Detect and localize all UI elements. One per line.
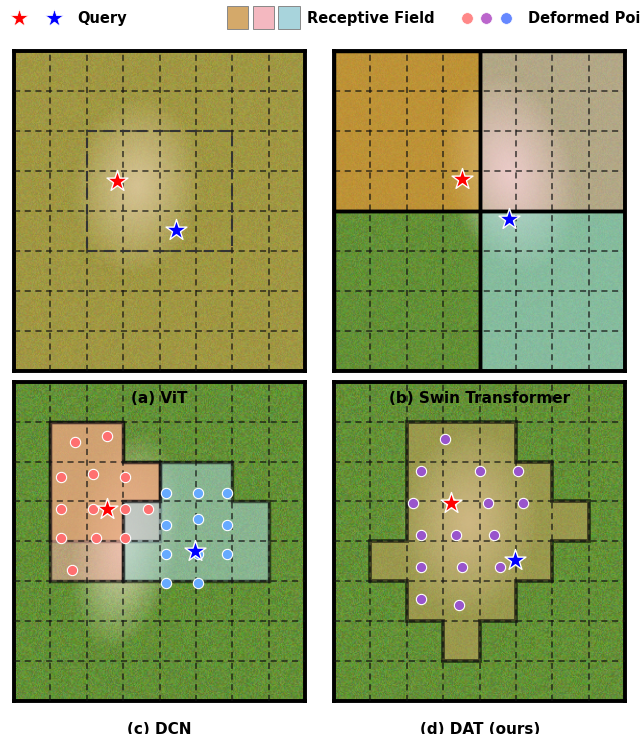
Point (102, 430, 113, 442)
Point (445, 497, 456, 509)
Point (189, 545, 200, 557)
Point (161, 520, 171, 531)
Point (417, 529, 427, 541)
Point (509, 555, 520, 567)
Text: (c) DCN: (c) DCN (127, 722, 192, 734)
Point (500, 12, 511, 24)
Polygon shape (51, 421, 160, 542)
Bar (87, 131, 232, 251)
Point (56, 532, 66, 544)
Bar (480, 211, 625, 371)
Point (451, 529, 461, 541)
Point (67, 564, 77, 576)
Point (102, 504, 113, 515)
Point (489, 529, 499, 541)
Bar (480, 51, 625, 211)
Point (88, 468, 98, 480)
Point (90, 532, 100, 544)
Point (70, 437, 81, 448)
Polygon shape (51, 421, 160, 581)
Point (161, 548, 171, 560)
Point (481, 12, 492, 24)
Point (513, 465, 523, 477)
Point (457, 561, 467, 573)
Point (193, 487, 203, 499)
Point (462, 12, 472, 24)
Point (14, 12, 24, 24)
Point (221, 487, 232, 499)
Polygon shape (124, 462, 269, 581)
Point (417, 561, 427, 573)
Point (495, 561, 505, 573)
Text: (b) Swin Transformer: (b) Swin Transformer (389, 391, 570, 406)
Point (88, 504, 98, 515)
Text: (a) ViT: (a) ViT (131, 391, 188, 406)
Point (457, 173, 467, 185)
Point (161, 577, 171, 589)
Point (56, 472, 66, 484)
Point (417, 465, 427, 477)
Text: (d) DAT (ours): (d) DAT (ours) (420, 722, 540, 734)
Point (454, 599, 465, 611)
Point (120, 504, 130, 515)
Point (417, 593, 427, 605)
Bar (334, 51, 480, 211)
Point (120, 472, 130, 484)
Bar (253, 7, 274, 29)
Point (445, 497, 456, 509)
Point (193, 513, 203, 525)
Bar (278, 7, 300, 29)
Point (475, 465, 485, 477)
Text: Receptive Field: Receptive Field (307, 11, 435, 26)
Text: Query: Query (77, 11, 127, 26)
Point (518, 497, 529, 509)
Point (440, 433, 450, 445)
Point (113, 175, 123, 186)
Point (143, 504, 153, 515)
Bar (334, 51, 480, 211)
Point (193, 577, 203, 589)
Point (49, 12, 60, 24)
Text: Deformed Point: Deformed Point (528, 11, 640, 26)
Point (193, 548, 203, 560)
Point (171, 225, 181, 236)
Point (408, 497, 418, 509)
Polygon shape (371, 421, 589, 661)
Point (161, 487, 171, 499)
Point (221, 520, 232, 531)
Bar (480, 211, 625, 371)
Point (504, 213, 514, 225)
Bar (227, 7, 248, 29)
Bar (334, 211, 480, 371)
Bar (480, 51, 625, 211)
Point (120, 532, 130, 544)
Point (483, 497, 493, 509)
Point (221, 548, 232, 560)
Point (56, 504, 66, 515)
